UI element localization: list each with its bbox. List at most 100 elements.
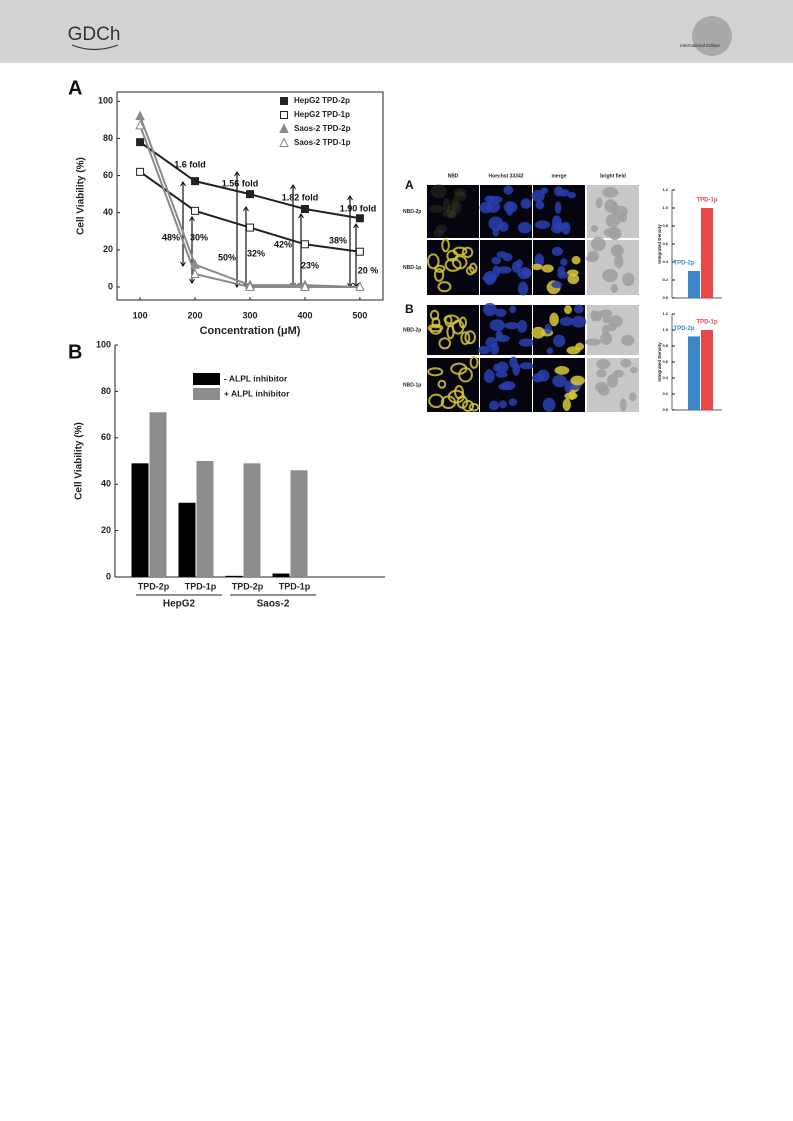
annotation: 32% — [247, 248, 265, 258]
y-tick-label: 0.4 — [662, 259, 668, 264]
logo-swash — [71, 44, 119, 51]
y-tick-label: 0.8 — [662, 223, 668, 228]
cell — [542, 397, 556, 412]
cell — [599, 309, 613, 318]
arrow-head — [189, 216, 195, 284]
group-label: HepG2 — [163, 599, 196, 610]
point — [191, 177, 200, 186]
cell — [534, 220, 551, 230]
bar-label: TPD-1p — [697, 320, 718, 326]
cell — [608, 226, 622, 241]
cell — [440, 395, 457, 410]
legend-marker — [280, 111, 288, 119]
bar — [701, 208, 713, 298]
annotation: 30% — [190, 232, 208, 242]
micrograph — [427, 185, 479, 238]
row-label: NBD-1p — [403, 265, 421, 271]
cell — [458, 367, 473, 383]
cell — [442, 209, 457, 219]
y-axis-label: Cell Viability (%) — [76, 157, 87, 235]
cell — [502, 252, 513, 262]
cell — [441, 238, 450, 253]
cell — [433, 267, 445, 282]
cell — [595, 197, 603, 209]
cell — [540, 187, 549, 195]
cell — [469, 355, 479, 369]
legend-label: HepG2 TPD-2p — [294, 96, 350, 105]
annotation: 1.56 fold — [222, 178, 259, 188]
cell — [428, 204, 445, 213]
y-tick-label: 100 — [96, 339, 111, 349]
x-tick-label: 200 — [188, 310, 203, 320]
cell — [602, 186, 619, 198]
logo: GDCh — [68, 24, 121, 45]
x-tick-label: TPD-2p — [138, 581, 170, 591]
cell — [564, 392, 578, 400]
cell — [489, 319, 506, 332]
panel-label: B — [405, 302, 414, 316]
cell — [465, 266, 475, 276]
cell — [461, 246, 474, 259]
cell — [596, 369, 607, 378]
point — [190, 268, 200, 278]
annotation: 20 % — [358, 265, 379, 275]
point — [135, 119, 145, 130]
bar — [688, 271, 700, 298]
y-tick-label: 20 — [103, 244, 113, 254]
y-tick-label: 60 — [101, 432, 111, 442]
cell — [495, 330, 503, 341]
cell — [520, 198, 532, 209]
cell — [435, 224, 448, 233]
y-tick-label: 80 — [101, 386, 111, 396]
y-tick-label: 0.0 — [662, 295, 668, 300]
cell — [621, 334, 635, 347]
cell — [438, 337, 452, 350]
bar-label: TPD-2p — [674, 326, 695, 332]
legend-label: Saos-2 TPD-2p — [294, 124, 351, 133]
y-tick-label: 0.2 — [662, 277, 668, 282]
legend-marker — [280, 97, 288, 105]
cell — [551, 215, 562, 230]
cell — [428, 393, 445, 409]
cell — [531, 326, 546, 339]
cell — [546, 347, 554, 355]
cell — [517, 281, 529, 296]
annotation: 1.82 fold — [282, 192, 319, 202]
y-tick-label: 0.8 — [662, 343, 668, 348]
cell — [446, 249, 459, 262]
point — [300, 205, 309, 213]
y-tick-label: 1.2 — [662, 187, 668, 192]
column-header: NBD — [448, 173, 459, 179]
cell — [509, 356, 518, 368]
bar — [131, 463, 149, 577]
bar-label: TPD-2p — [674, 261, 695, 267]
header-band — [0, 0, 793, 63]
cell — [504, 322, 520, 330]
bar-label: TPD-1p — [697, 198, 718, 204]
cell — [562, 398, 571, 412]
cell — [515, 259, 523, 268]
y-tick-label: 0 — [108, 281, 113, 291]
cell — [446, 205, 455, 219]
point — [136, 167, 145, 176]
cell — [508, 398, 518, 407]
cell — [620, 358, 632, 368]
panel-label: B — [68, 341, 82, 363]
legend-marker — [279, 137, 289, 147]
bar — [225, 575, 243, 577]
cell — [501, 381, 516, 391]
y-tick-label: 60 — [103, 170, 113, 180]
row-label: NBD-1p — [403, 382, 421, 388]
cell — [622, 272, 635, 287]
cell — [460, 331, 471, 346]
cell — [496, 361, 509, 374]
point — [135, 110, 145, 121]
cell — [434, 264, 446, 273]
y-tick-label: 0.6 — [662, 359, 668, 364]
cell — [519, 362, 535, 370]
cell — [590, 225, 599, 233]
cell — [482, 302, 497, 317]
y-tick-label: 1.2 — [662, 311, 668, 316]
annotation: 42% — [274, 239, 292, 249]
cell — [430, 184, 447, 199]
